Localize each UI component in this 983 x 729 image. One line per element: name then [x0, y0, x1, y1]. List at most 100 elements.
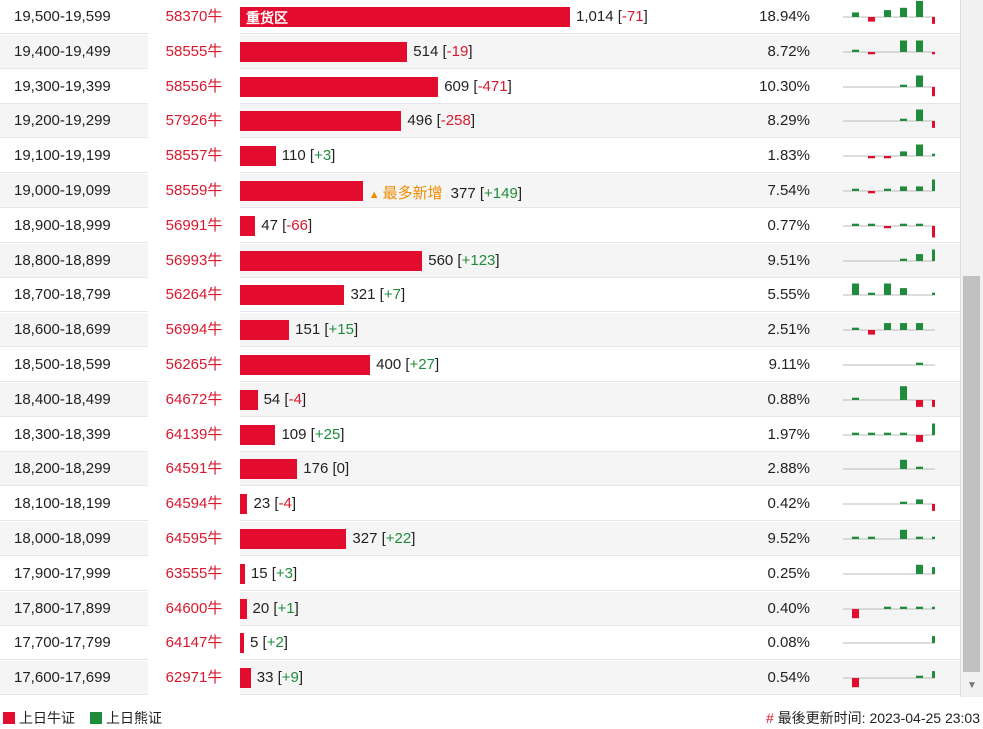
sparkline-bar: [932, 86, 935, 96]
table-row[interactable]: 18,500-18,599 56265牛 400 [+27] 9.11%: [0, 348, 960, 382]
warrant-code-link[interactable]: 58370牛: [148, 0, 240, 34]
warrant-code-link[interactable]: 64147牛: [148, 626, 240, 661]
sparkline-bar: [852, 12, 859, 17]
legend-bull-label: 上日牛证: [19, 710, 75, 726]
strike-range: 18,900-18,999: [14, 216, 111, 234]
quantity-value: 110: [281, 147, 306, 165]
quantity-value: 560: [428, 251, 454, 269]
quantity-value: 15: [250, 564, 268, 582]
legend-bear: 上日熊证: [90, 708, 162, 728]
strike-range: 17,900-17,999: [14, 564, 111, 582]
table-row[interactable]: 19,200-19,299 57926牛 496 [-258] 8.29%: [0, 104, 960, 139]
table-row[interactable]: 18,100-18,199 64594牛 23 [-4] 0.42%: [0, 487, 960, 522]
warrant-code-link[interactable]: 57926牛: [148, 104, 240, 139]
table-row[interactable]: 19,100-19,199 58557牛 110 [+3] 1.83%: [0, 139, 960, 174]
sparkline-bar: [868, 293, 875, 296]
sparkline-bar: [916, 606, 923, 609]
table-row[interactable]: 18,000-18,099 64595牛 327 [+22] 9.52%: [0, 522, 960, 556]
heavy-zone-tag: 重货区: [246, 10, 288, 26]
quantity-value: 496: [407, 112, 433, 130]
percentage: 0.40%: [767, 599, 810, 617]
sparkline-bar: [900, 258, 907, 261]
table-row[interactable]: 18,200-18,299 64591牛 176 [0] 2.88%: [0, 452, 960, 487]
scroll-down-arrow-icon[interactable]: ▼: [967, 680, 977, 691]
quantity-bar: [240, 355, 371, 375]
table-row[interactable]: 19,400-19,499 58555牛 514 [-19] 8.72%: [0, 34, 960, 69]
sparkline-bar: [852, 283, 859, 296]
warrant-code-link[interactable]: 63555牛: [148, 556, 240, 591]
table-row[interactable]: 18,400-18,499 64672牛 54 [-4] 0.88%: [0, 382, 960, 417]
table-row[interactable]: 17,900-17,999 63555牛 15 [+3] 0.25%: [0, 556, 960, 591]
sparkline-bar: [916, 253, 923, 261]
warrant-code-link[interactable]: 56265牛: [148, 348, 240, 382]
warrant-code-link[interactable]: 58556牛: [148, 69, 240, 104]
percentage: 9.52%: [767, 530, 810, 547]
warrant-code-link[interactable]: 56994牛: [148, 313, 240, 348]
hash-icon: #: [765, 710, 774, 726]
warrant-code-link[interactable]: 58557牛: [148, 139, 240, 174]
sparkline-bar: [932, 121, 935, 129]
warrant-code-link[interactable]: 56264牛: [148, 278, 240, 313]
percentage: 2.51%: [767, 321, 810, 339]
quantity-change: -4: [288, 390, 302, 408]
table-row[interactable]: 18,300-18,399 64139牛 109 [+25] 1.97%: [0, 417, 960, 452]
sparkline-bar: [916, 564, 923, 574]
table-row[interactable]: 18,700-18,799 56264牛 321 [+7] 5.55%: [0, 278, 960, 313]
sparkline-bar: [884, 606, 891, 609]
sparkline-bar: [884, 10, 891, 17]
sparkline-chart: [843, 75, 935, 96]
last-updated: # 最後更新时间: 2023-04-25 23:03: [766, 708, 980, 728]
table-row[interactable]: 18,900-18,999 56991牛 47 [-66] 0.77%: [0, 208, 960, 243]
table-row[interactable]: 19,500-19,599 58370牛 重货区 1,014 [-71] 18.94%: [0, 0, 960, 34]
quantity-info: 321 [+7]: [350, 286, 406, 304]
quantity-bar: [240, 250, 423, 271]
sparkline-bar: [852, 608, 859, 618]
quantity-info: 609 [-471]: [444, 77, 512, 95]
quantity-value: 54: [263, 390, 281, 408]
sparkline-bar: [900, 84, 907, 87]
warrant-code-link[interactable]: 64672牛: [148, 382, 240, 417]
table-row[interactable]: 19,300-19,399 58556牛 609 [-471] 10.30%: [0, 69, 960, 104]
quantity-info: 496 [-258]: [407, 112, 475, 130]
warrant-code-link[interactable]: 56991牛: [148, 208, 240, 243]
table-row[interactable]: 18,800-18,899 56993牛 560 [+123] 9.51%: [0, 243, 960, 278]
table-row[interactable]: 19,000-19,099 58559牛 ▲ 最多新增 377 [+149] 7.54%: [0, 174, 960, 208]
warrant-code-link[interactable]: 64139牛: [148, 417, 240, 452]
quantity-bar: [240, 320, 290, 341]
percentage: 0.54%: [767, 669, 810, 687]
strike-range: 19,100-19,199: [14, 147, 111, 165]
sparkline-bar: [900, 460, 907, 470]
warrant-code-link[interactable]: 64595牛: [148, 522, 240, 556]
sparkline-bar: [868, 432, 875, 435]
sparkline-bar: [932, 225, 935, 238]
sparkline-bar: [884, 188, 891, 191]
sparkline-bar: [932, 17, 935, 24]
strike-range: 19,500-19,599: [14, 8, 111, 25]
warrant-code-link[interactable]: 58555牛: [148, 34, 240, 69]
scrollbar-thumb[interactable]: [963, 276, 980, 672]
quantity-info: 23 [-4]: [253, 495, 297, 513]
warrant-code-link[interactable]: 64594牛: [148, 487, 240, 522]
sparkline-chart: [843, 362, 935, 366]
table-row[interactable]: 17,600-17,699 62971牛 33 [+9] 0.54%: [0, 661, 960, 696]
sparkline-bar: [932, 671, 935, 679]
percentage: 1.97%: [767, 425, 810, 443]
sparkline-bar: [868, 223, 875, 226]
scrollbar[interactable]: ▼: [961, 0, 983, 697]
warrant-code-link[interactable]: 58559牛: [148, 174, 240, 208]
warrant-code-link[interactable]: 56993牛: [148, 243, 240, 278]
sparkline-chart: [843, 564, 935, 575]
warrant-code-link[interactable]: 64600牛: [148, 591, 240, 626]
quantity-info: 151 [+15]: [295, 321, 359, 339]
quantity-bar: [240, 598, 247, 619]
warrant-code-link[interactable]: 64591牛: [148, 452, 240, 487]
sparkline-chart: [843, 529, 935, 540]
table-row[interactable]: 18,600-18,699 56994牛 151 [+15] 2.51%: [0, 313, 960, 348]
sparkline-chart: [843, 423, 935, 442]
warrant-code-link[interactable]: 62971牛: [148, 661, 240, 696]
table-row[interactable]: 17,700-17,799 64147牛 5 [+2] 0.08%: [0, 626, 960, 661]
strike-range: 19,000-19,099: [14, 182, 111, 199]
table-row[interactable]: 17,800-17,899 64600牛 20 [+1] 0.40%: [0, 591, 960, 626]
sparkline-bar: [932, 636, 935, 644]
percentage: 0.08%: [767, 634, 810, 652]
